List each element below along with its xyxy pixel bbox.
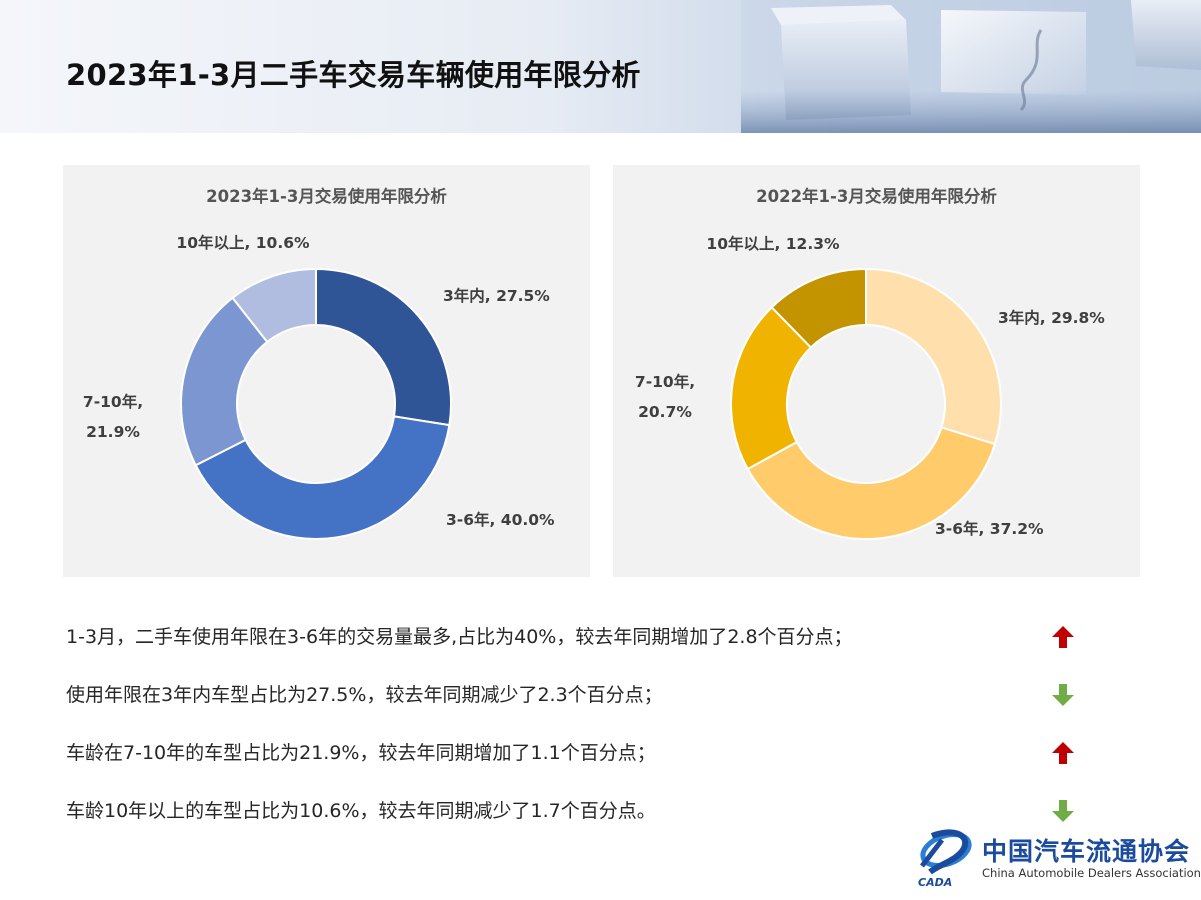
data-label-4: 10年以上, 12.3%	[706, 234, 840, 253]
note-item: 车龄在7-10年的车型占比为21.9%，较去年同期增加了1.1个百分点；	[66, 736, 1146, 794]
chart-title-2022: 2022年1-3月交易使用年限分析	[756, 187, 997, 206]
donut-chart-2023: 3年内, 27.5% 3-6年, 40.0% 7-10年, 21.9% 10年以上, 1…	[83, 233, 555, 540]
data-label-1: 3年内, 27.5%	[443, 286, 550, 305]
data-label-3: 7-10年, 20.7%	[635, 372, 695, 421]
cada-logo-mark-icon: CADA	[918, 829, 972, 888]
page-title: 2023年1-3月二手车交易车辆使用年限分析	[66, 58, 641, 92]
donut-slice-4	[231, 267, 317, 344]
note-text: 车龄在7-10年的车型占比为21.9%，较去年同期增加了1.1个百分点；	[66, 742, 656, 764]
note-text: 使用年限在3年内车型占比为27.5%，较去年同期减少了2.3个百分点；	[66, 684, 663, 706]
donut-slice-1	[315, 267, 452, 427]
note-text: 1-3月，二手车使用年限在3-6年的交易量最多,占比为40%，较去年同期增加了2…	[66, 626, 853, 648]
logo-name: 中国汽车流通协会	[982, 837, 1191, 866]
note-item: 车龄10年以上的车型占比为10.6%，较去年同期减少了1.7个百分点。	[66, 794, 1146, 852]
donut-slice-3	[180, 296, 269, 467]
green-down-arrow-icon	[1052, 800, 1074, 822]
chart-panel-2023: 2023年1-3月交易使用年限分析 3年内, 27.5% 3-6年, 40.0% 7…	[63, 165, 590, 577]
donut-slice-1	[865, 267, 1002, 446]
logo-name-en: China Automobile Dealers Association	[982, 866, 1201, 880]
data-label-2: 3-6年, 40.0%	[446, 510, 555, 529]
donut-chart-2022: 3年内, 29.8% 3-6年, 37.2% 7-10年, 20.7% 10年以上, 1…	[635, 234, 1105, 540]
donut-slice-2	[746, 426, 997, 540]
note-item: 使用年限在3年内车型占比为27.5%，较去年同期减少了2.3个百分点；	[66, 678, 1146, 736]
data-label-4: 10年以上, 10.6%	[176, 233, 310, 252]
data-label-3: 7-10年, 21.9%	[83, 392, 143, 441]
chart-panel-2022: 2022年1-3月交易使用年限分析 3年内, 29.8% 3-6年, 37.2% 7…	[613, 165, 1140, 577]
note-text: 车龄10年以上的车型占比为10.6%，较去年同期减少了1.7个百分点。	[66, 800, 656, 822]
red-up-arrow-icon	[1052, 742, 1074, 764]
red-up-arrow-icon	[1052, 626, 1074, 648]
donut-slice-2	[194, 415, 451, 540]
logo-mark-text: CADA	[918, 876, 952, 888]
header-banner: 2023年1-3月二手车交易车辆使用年限分析	[0, 0, 1201, 133]
header-decoration-image	[741, 0, 1201, 133]
data-label-2: 3-6年, 37.2%	[935, 519, 1044, 538]
cada-logo: CADA 中国汽车流通协会 China Automobile Dealers A…	[912, 826, 1201, 890]
notes-list: 1-3月，二手车使用年限在3-6年的交易量最多,占比为40%，较去年同期增加了2…	[66, 620, 1146, 852]
chart-title-2023: 2023年1-3月交易使用年限分析	[206, 187, 447, 206]
donut-slice-3	[730, 305, 813, 471]
donut-slice-4	[770, 267, 867, 349]
note-item: 1-3月，二手车使用年限在3-6年的交易量最多,占比为40%，较去年同期增加了2…	[66, 620, 1146, 678]
green-down-arrow-icon	[1052, 684, 1074, 706]
data-label-1: 3年内, 29.8%	[998, 308, 1105, 327]
